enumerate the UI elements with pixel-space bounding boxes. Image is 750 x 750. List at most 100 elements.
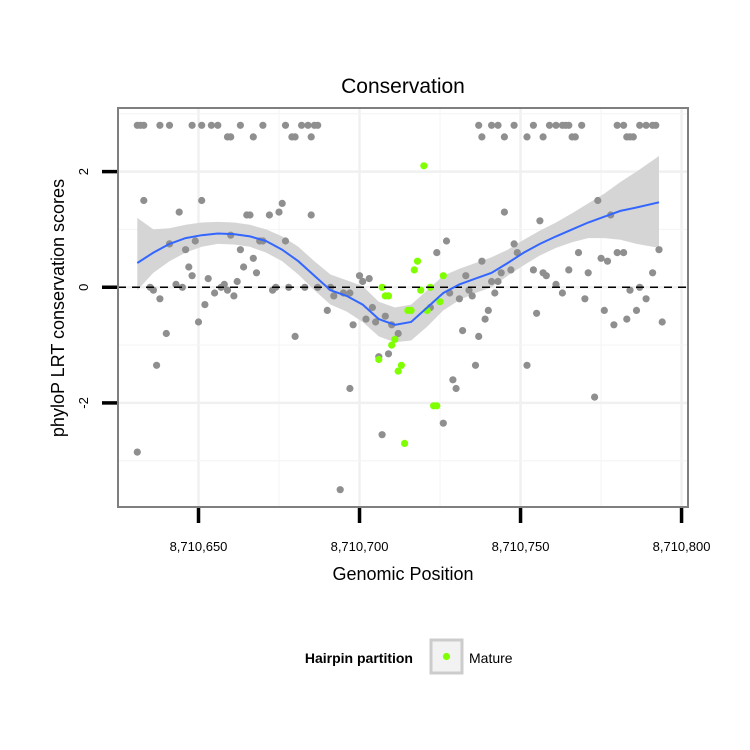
data-point (649, 269, 657, 277)
data-point (368, 303, 376, 312)
data-point (246, 211, 254, 219)
data-point (455, 295, 463, 303)
data-point (494, 277, 502, 286)
data-point (227, 133, 235, 141)
data-point (439, 419, 447, 427)
data-point (223, 286, 232, 294)
data-point (581, 295, 589, 303)
data-point (259, 121, 267, 129)
mature-point (410, 266, 418, 274)
data-point (249, 133, 257, 141)
data-point (652, 121, 660, 129)
data-point (198, 196, 206, 205)
data-point (227, 231, 235, 239)
data-point (298, 121, 306, 129)
data-point (336, 486, 344, 494)
data-point (620, 249, 628, 257)
data-point (475, 332, 483, 340)
y-axis-title: phyloP LRT conservation scores (48, 179, 68, 437)
mature-point (413, 257, 422, 265)
data-point (658, 318, 666, 326)
data-point (162, 329, 170, 338)
data-point (172, 280, 180, 288)
data-point (533, 309, 541, 317)
data-point (281, 237, 290, 245)
data-point (488, 277, 496, 286)
data-point (265, 211, 273, 219)
data-point (140, 121, 148, 129)
data-point (565, 266, 573, 274)
data-point (626, 286, 634, 294)
x-tick-label: 8,710,800 (653, 539, 711, 554)
data-point (191, 237, 199, 245)
data-point (465, 286, 473, 294)
data-point (156, 295, 164, 303)
data-point (365, 275, 373, 283)
data-point (488, 121, 496, 129)
data-point (545, 121, 554, 129)
data-point (536, 217, 544, 225)
mature-point (388, 341, 396, 349)
mature-point (417, 286, 425, 294)
data-point (201, 301, 209, 309)
data-point (133, 448, 141, 456)
data-point (523, 361, 531, 369)
data-point (372, 318, 380, 326)
data-point (220, 280, 228, 288)
data-point (523, 133, 531, 141)
data-point (204, 275, 212, 283)
data-point (584, 269, 592, 277)
data-point (275, 208, 283, 216)
data-point (542, 272, 550, 280)
data-point (597, 254, 605, 262)
mature-point (394, 367, 402, 375)
data-point (632, 306, 641, 314)
chart-title: Conservation (341, 75, 465, 98)
data-point (188, 121, 196, 129)
data-point (591, 393, 599, 401)
data-point (594, 196, 602, 205)
data-point (307, 211, 315, 219)
x-tick-label: 8,710,700 (331, 539, 389, 554)
plot-panel (117, 107, 689, 508)
data-point (153, 361, 161, 369)
data-point (214, 121, 222, 129)
x-tick-label: 8,710,750 (492, 539, 550, 554)
data-point (304, 121, 312, 129)
data-point (623, 315, 631, 323)
panel-border (117, 107, 689, 508)
data-point (194, 318, 203, 326)
data-point (349, 321, 357, 329)
data-point (207, 121, 215, 129)
data-point (384, 350, 393, 358)
data-point (571, 133, 579, 141)
data-point (484, 306, 492, 314)
data-point (558, 289, 567, 297)
smooth-trend-line (136, 201, 660, 326)
data-point (359, 277, 367, 286)
data-point (578, 121, 586, 129)
data-point (500, 208, 508, 216)
data-point (442, 237, 451, 245)
mature-point (420, 162, 428, 170)
data-point (156, 121, 164, 129)
data-point (314, 121, 322, 129)
data-point (655, 246, 663, 254)
mature-point (391, 335, 399, 343)
data-point (475, 121, 483, 129)
data-point (468, 292, 476, 300)
data-point (642, 295, 650, 303)
data-point (346, 289, 354, 297)
data-point (603, 257, 612, 265)
mature-point (401, 439, 409, 447)
data-point (613, 121, 621, 129)
data-point (378, 431, 386, 439)
mature-point (439, 272, 447, 280)
data-point (355, 272, 364, 280)
data-point (565, 121, 573, 129)
mature-point (384, 292, 393, 300)
data-point (291, 133, 299, 141)
data-point (291, 332, 299, 340)
data-point (149, 286, 157, 294)
